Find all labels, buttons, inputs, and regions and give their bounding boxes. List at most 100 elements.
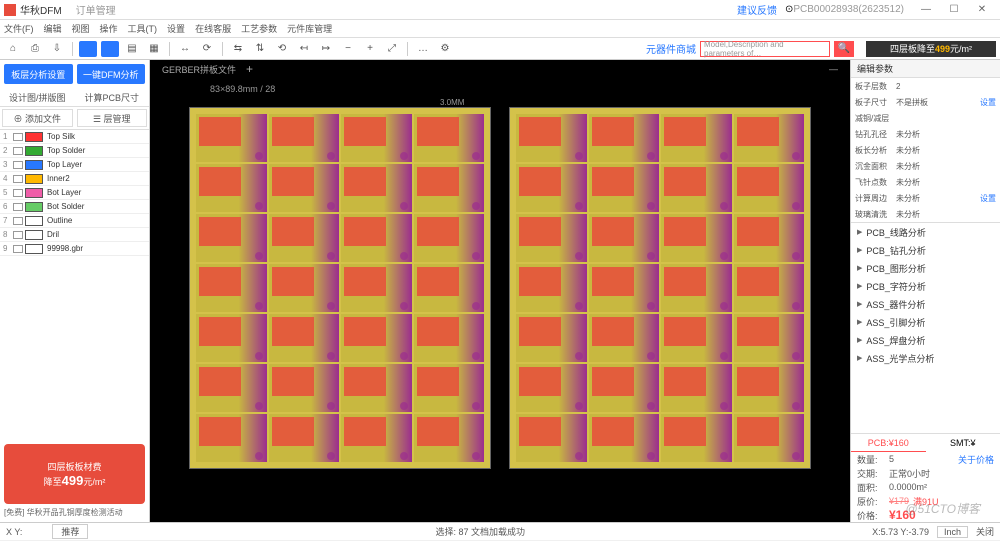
viewport-tab[interactable]: GERBER拼板文件 xyxy=(156,63,242,76)
param-action[interactable]: 设置 xyxy=(976,193,1000,204)
analysis-item[interactable]: ▶ASS_引脚分析 xyxy=(851,313,1000,331)
import-icon[interactable]: ⇩ xyxy=(48,41,66,57)
layer-row[interactable]: 6Bot Solder xyxy=(0,200,149,214)
layer-row[interactable]: 7Outline xyxy=(0,214,149,228)
grid-icon[interactable]: ▦ xyxy=(145,41,163,57)
layer-row[interactable]: 4Inner2 xyxy=(0,172,149,186)
param-row: 钻孔孔径未分析 xyxy=(851,126,1000,142)
menu-item[interactable]: 工具(T) xyxy=(128,22,158,35)
menu-item[interactable]: 视图 xyxy=(72,22,90,35)
menu-item[interactable]: 工艺参数 xyxy=(241,22,277,35)
menu-item[interactable]: 设置 xyxy=(167,22,185,35)
panel-b-icon[interactable] xyxy=(101,41,119,57)
layer-checkbox[interactable] xyxy=(13,133,23,141)
layer-analysis-button[interactable]: 板层分析设置 xyxy=(4,64,73,84)
search-input[interactable]: Model,Description and parameters of… xyxy=(700,41,830,57)
param-row: 飞针点数未分析 xyxy=(851,174,1000,190)
param-row: 沉金面积未分析 xyxy=(851,158,1000,174)
print-icon[interactable]: ⎙ xyxy=(26,41,44,57)
promo-card[interactable]: 四层板板材费 降至499元/m² xyxy=(4,444,145,504)
close-button[interactable]: 关闭 xyxy=(976,525,994,538)
search-button[interactable]: 🔍 xyxy=(834,41,854,57)
minimize-panel-icon[interactable]: — xyxy=(823,64,844,74)
menu-item[interactable]: 编辑 xyxy=(44,22,62,35)
dfm-analysis-button[interactable]: 一键DFM分析 xyxy=(77,64,146,84)
feedback-link[interactable]: 建议反馈 xyxy=(737,2,777,17)
layer-row[interactable]: 3Top Layer xyxy=(0,158,149,172)
layer-checkbox[interactable] xyxy=(13,245,23,253)
layer-swatch[interactable] xyxy=(25,132,43,142)
layer-swatch[interactable] xyxy=(25,244,43,254)
zoomout-icon[interactable]: − xyxy=(339,41,357,57)
layer-icon[interactable]: ▤ xyxy=(123,41,141,57)
pcb-canvas[interactable]: 83×89.8mm / 28 3.0MM xyxy=(150,78,850,522)
align-l-icon[interactable]: ↤ xyxy=(295,41,313,57)
analysis-item[interactable]: ▶ASS_焊盘分析 xyxy=(851,331,1000,349)
fliph-icon[interactable]: ⇆ xyxy=(229,41,247,57)
expand-icon: ▶ xyxy=(857,318,862,326)
menu-item[interactable]: 元件库管理 xyxy=(287,22,332,35)
add-file-button[interactable]: ⊕ 添加文件 xyxy=(2,109,73,127)
layer-swatch[interactable] xyxy=(25,216,43,226)
layer-checkbox[interactable] xyxy=(13,203,23,211)
measure-icon[interactable]: ↔ xyxy=(176,41,194,57)
more-icon[interactable]: … xyxy=(414,41,432,57)
layer-swatch[interactable] xyxy=(25,174,43,184)
layer-checkbox[interactable] xyxy=(13,161,23,169)
tab-orders[interactable]: 订单管理 xyxy=(70,0,122,19)
layer-row[interactable]: 5Bot Layer xyxy=(0,186,149,200)
recommend-button[interactable]: 推荐 xyxy=(52,524,88,539)
maximize-icon[interactable]: ☐ xyxy=(940,1,968,19)
close-icon[interactable]: ✕ xyxy=(968,1,996,19)
param-row: 板长分析未分析 xyxy=(851,142,1000,158)
layer-row[interactable]: 2Top Solder xyxy=(0,144,149,158)
rotate-icon[interactable]: ⟲ xyxy=(273,41,291,57)
status-coord: X:5.73 Y:-3.79 xyxy=(872,527,929,537)
promo-banner[interactable]: 四层板降至 499 元/m² xyxy=(866,41,996,57)
tab-pcbsize[interactable]: 计算PCB尺寸 xyxy=(75,88,150,106)
unit-select[interactable]: Inch xyxy=(937,526,968,538)
analysis-item[interactable]: ▶ASS_光学点分析 xyxy=(851,349,1000,367)
layer-swatch[interactable] xyxy=(25,188,43,198)
menu-item[interactable]: 操作 xyxy=(100,22,118,35)
config-icon[interactable]: ⚙ xyxy=(436,41,454,57)
home-icon[interactable]: ⌂ xyxy=(4,41,22,57)
tab-design[interactable]: 设计图/拼版图 xyxy=(0,88,75,106)
layer-checkbox[interactable] xyxy=(13,147,23,155)
menu-item[interactable]: 文件(F) xyxy=(4,22,34,35)
layer-checkbox[interactable] xyxy=(13,231,23,239)
zoomin-icon[interactable]: + xyxy=(361,41,379,57)
minimize-icon[interactable]: — xyxy=(912,1,940,19)
layer-swatch[interactable] xyxy=(25,146,43,156)
params-header: 编辑参数 xyxy=(851,60,1000,78)
layer-swatch[interactable] xyxy=(25,160,43,170)
analysis-item[interactable]: ▶PCB_图形分析 xyxy=(851,259,1000,277)
layer-swatch[interactable] xyxy=(25,202,43,212)
promo-sub[interactable]: [免费] 华秋开品孔铜厚度检测活动 xyxy=(4,507,145,518)
align-r-icon[interactable]: ↦ xyxy=(317,41,335,57)
panel-a-icon[interactable] xyxy=(79,41,97,57)
quote-tab-smt[interactable]: SMT:¥ xyxy=(926,434,1000,452)
layer-row[interactable]: 1Top Silk xyxy=(0,130,149,144)
fit-icon[interactable]: ⤢ xyxy=(383,41,401,57)
add-tab-icon[interactable]: + xyxy=(246,62,253,76)
layer-checkbox[interactable] xyxy=(13,217,23,225)
param-action[interactable]: 设置 xyxy=(976,97,1000,108)
analysis-item[interactable]: ▶PCB_字符分析 xyxy=(851,277,1000,295)
quote-tab-pcb[interactable]: PCB:¥160 xyxy=(851,434,926,452)
analysis-item[interactable]: ▶ASS_器件分析 xyxy=(851,295,1000,313)
refresh-icon[interactable]: ⟳ xyxy=(198,41,216,57)
price-info-link[interactable]: 关于价格 xyxy=(958,453,994,466)
layer-row[interactable]: 999998.gbr xyxy=(0,242,149,256)
layer-manage-button[interactable]: ☰ 层管理 xyxy=(77,109,148,127)
menu-item[interactable]: 在线客服 xyxy=(195,22,231,35)
layer-swatch[interactable] xyxy=(25,230,43,240)
flipv-icon[interactable]: ⇅ xyxy=(251,41,269,57)
search-label: 元器件商城 xyxy=(646,41,696,56)
layer-checkbox[interactable] xyxy=(13,189,23,197)
layer-row[interactable]: 8Dril xyxy=(0,228,149,242)
expand-icon: ▶ xyxy=(857,246,862,254)
layer-checkbox[interactable] xyxy=(13,175,23,183)
analysis-item[interactable]: ▶PCB_钻孔分析 xyxy=(851,241,1000,259)
analysis-item[interactable]: ▶PCB_线路分析 xyxy=(851,223,1000,241)
